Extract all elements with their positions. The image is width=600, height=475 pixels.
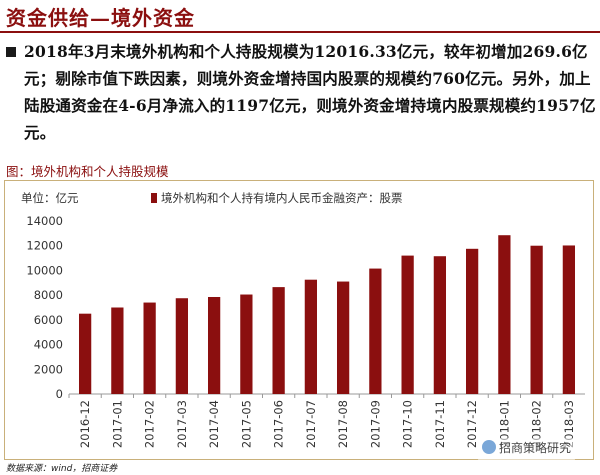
y-tick-label: 0: [56, 387, 63, 401]
x-tick-label: 2017-09: [368, 400, 382, 448]
legend-label: 境外机构和个人持有境内人民币金融资产：股票: [161, 191, 403, 205]
bar-chart: 单位：亿元 境外机构和个人持有境内人民币金融资产：股票 0 2000 4000 600…: [21, 191, 585, 448]
y-axis: 0 2000 4000 6000 8000 10000 12000 14000: [26, 214, 63, 401]
bar: [207, 296, 221, 394]
bar: [336, 281, 350, 394]
bar: [498, 235, 511, 394]
y-tick-label: 14000: [26, 214, 63, 228]
x-tick-label: 2017-10: [401, 400, 415, 448]
slide-header: 资金供给—境外资金: [0, 0, 600, 33]
x-tick-label: 2017-08: [336, 400, 350, 448]
bar: [143, 302, 156, 394]
x-tick-label: 2018-01: [497, 400, 511, 448]
y-tick-label: 10000: [26, 263, 63, 277]
y-unit-label: 单位：亿元: [21, 191, 79, 205]
chart-frame: 单位：亿元 境外机构和个人持有境内人民币金融资产：股票 0 2000 4000 600…: [4, 180, 594, 460]
x-tick-label: 2017-12: [465, 400, 479, 448]
bar: [465, 248, 479, 394]
bar: [304, 279, 318, 394]
x-tick-label: 2017-03: [175, 400, 189, 448]
y-tick-label: 8000: [34, 288, 63, 302]
x-tick-label: 2016-12: [78, 400, 92, 448]
bullet-square-icon: [6, 47, 16, 57]
bar: [111, 307, 124, 394]
wechat-icon: [482, 440, 496, 454]
bar: [530, 245, 543, 394]
bar: [562, 245, 576, 394]
x-tick-label: 2017-07: [304, 400, 318, 448]
x-tick-label: 2017-06: [272, 400, 286, 448]
x-tick-label: 2017-11: [433, 400, 447, 448]
y-tick-label: 4000: [34, 338, 63, 352]
bar: [369, 268, 382, 394]
x-axis: 2016-12 2017-01 2017-02 2017-03 2017-04 2017-…: [68, 393, 585, 448]
watermark: 招商策略研究: [478, 438, 576, 462]
y-tick-label: 12000: [26, 239, 63, 253]
legend-swatch: [151, 193, 157, 203]
watermark-label: 招商策略研究: [499, 441, 572, 455]
y-tick-label: 6000: [34, 313, 63, 327]
bar-series: [78, 235, 576, 394]
x-tick-label: 2018-02: [530, 400, 544, 448]
x-tick-label: 2017-05: [239, 400, 253, 448]
x-tick-label: 2018-03: [562, 400, 576, 448]
bar: [401, 255, 414, 394]
bar: [78, 313, 92, 394]
x-tick-label: 2017-02: [143, 400, 157, 448]
figure-caption: 图：境外机构和个人持股规模: [6, 164, 169, 179]
x-tick-label: 2017-01: [110, 400, 124, 448]
slide-title: 资金供给—境外资金: [6, 6, 195, 30]
title-divider: [0, 31, 600, 33]
bar: [433, 256, 447, 394]
bar: [240, 294, 253, 394]
body-paragraph: 2018年3月末境外机构和个人持股规模为12016.33亿元，较年初增加269.…: [24, 42, 596, 142]
source-note: 数据来源：wind，招商证券: [6, 464, 118, 474]
bar: [175, 298, 189, 394]
y-tick-label: 2000: [34, 362, 63, 376]
x-tick-label: 2017-04: [207, 400, 221, 448]
bar: [272, 287, 285, 394]
